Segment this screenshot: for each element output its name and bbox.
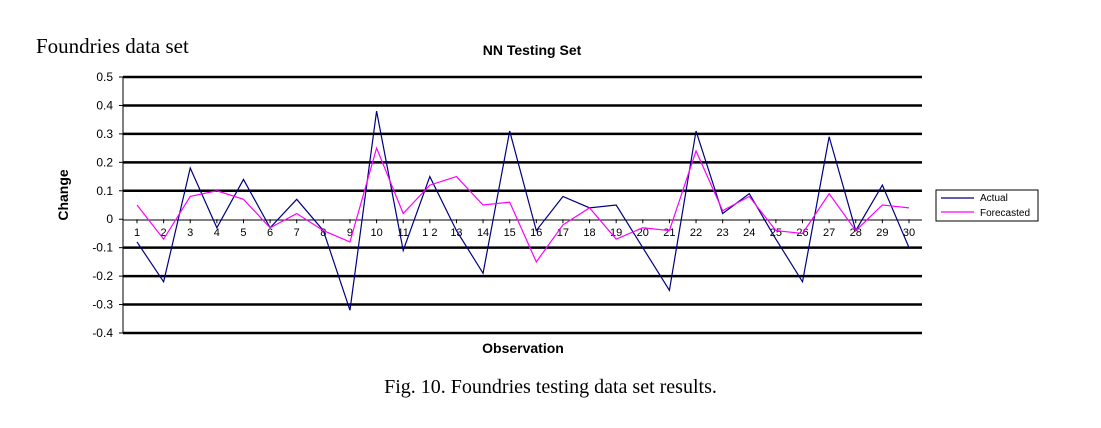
series-line-forecasted <box>136 146 910 264</box>
y-tick-label: 0.3 <box>96 127 113 141</box>
y-tick-label: 0.5 <box>96 70 113 84</box>
x-tick-label: 18 <box>583 227 595 239</box>
x-tick-label: 11 <box>397 227 408 239</box>
x-tick-label: 1 2 <box>422 227 437 239</box>
x-tick-label: 28 <box>850 227 862 239</box>
y-tick-label: -0.3 <box>92 298 113 312</box>
x-tick-label: 2 <box>161 227 167 239</box>
x-tick-label: 9 <box>347 227 353 239</box>
x-tick-label: 30 <box>903 227 915 239</box>
x-tick-label: 5 <box>240 227 246 239</box>
x-tick-label: 16 <box>530 227 542 239</box>
legend-box <box>935 189 1039 222</box>
y-ticks: 0.5 0.4 0.3 0.2 0.1 0 -0.1 -0.2 -0.3 -0.4 <box>92 70 123 340</box>
x-tick-label: 20 <box>637 227 649 239</box>
x-tick-label: 3 <box>187 227 193 239</box>
x-tick-label: 7 <box>294 227 300 239</box>
x-axis-label: Observation <box>482 340 564 356</box>
x-ticks: 1 2 3 4 5 6 7 8 9 10 11 1 2 13 14 15 16 17 18 19 20 21 22 23 24… <box>134 219 915 239</box>
y-axis-label: Change <box>55 169 71 221</box>
y-tick-label: 0.4 <box>96 98 113 112</box>
series-line-actual <box>136 111 910 311</box>
x-tick-label: 1 <box>134 227 140 239</box>
legend-label-forecasted: Forecasted <box>980 208 1030 219</box>
x-tick-label: 25 <box>770 227 782 239</box>
x-tick-label: 14 <box>477 227 489 239</box>
y-tick-label: 0 <box>106 212 113 226</box>
legend-label-actual: Actual <box>980 193 1008 204</box>
x-tick-label: 24 <box>743 227 755 239</box>
series-lines <box>136 111 910 311</box>
x-tick-label: 15 <box>504 227 516 239</box>
y-tick-label: -0.4 <box>92 326 113 340</box>
x-tick-label: 10 <box>370 227 382 239</box>
x-tick-label: 29 <box>876 227 888 239</box>
x-tick-label: 6 <box>267 227 273 239</box>
legend: Actual Forecasted <box>935 189 1039 222</box>
page-heading: Foundries data set <box>36 34 189 58</box>
x-tick-label: 27 <box>823 227 835 239</box>
x-tick-label: 4 <box>214 227 220 239</box>
figure-caption: Fig. 10. Foundries testing data set resu… <box>384 376 717 398</box>
x-tick-label: 17 <box>557 227 569 239</box>
y-tick-label: 0.2 <box>96 155 113 169</box>
y-tick-label: -0.2 <box>92 269 113 283</box>
gridlines <box>123 75 922 335</box>
chart-title: NN Testing Set <box>483 42 582 58</box>
y-tick-label: 0.1 <box>96 184 113 198</box>
x-tick-label: 8 <box>320 227 326 239</box>
y-tick-label: -0.1 <box>92 241 113 255</box>
chart: NN Testing Set 0.5 0.4 0.3 0.2 0.1 0 -0.1 -0.2 -… <box>55 42 1039 356</box>
x-tick-label: 22 <box>690 227 702 239</box>
x-tick-label: 23 <box>717 227 729 239</box>
